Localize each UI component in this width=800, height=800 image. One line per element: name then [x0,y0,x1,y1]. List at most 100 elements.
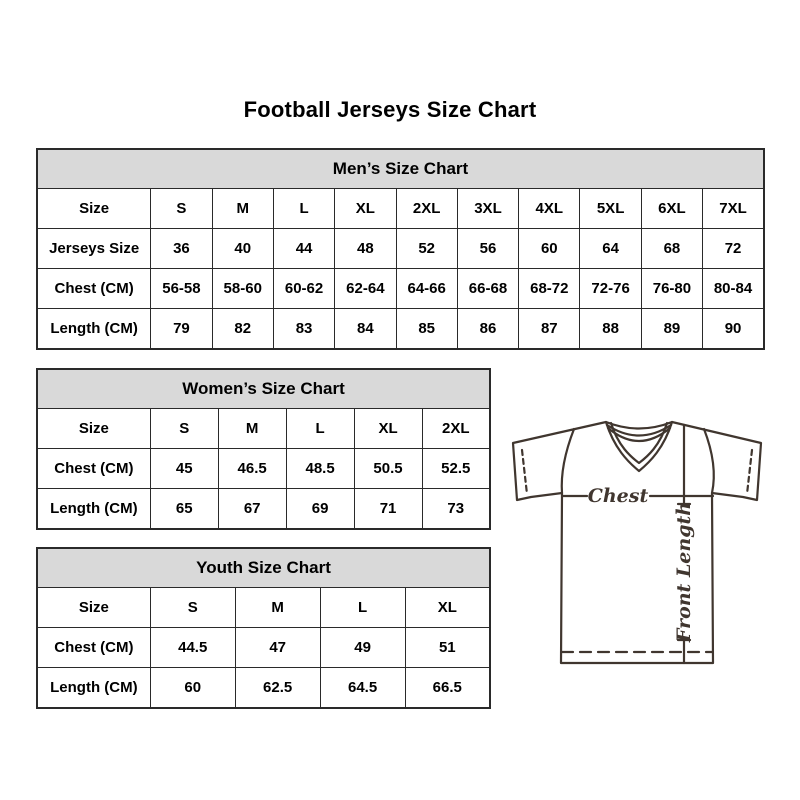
mens-value-cell: 3XL [456,188,520,229]
womens-value-cell: 69 [285,488,355,530]
mens-value-cell: 88 [579,308,642,350]
womens-value-cell: 65 [149,488,219,530]
youth-value-cell: 66.5 [404,667,491,709]
youth-table-title: Youth Size Chart [36,547,491,588]
mens-value-cell: 89 [640,308,704,350]
womens-value-cell: 52.5 [421,448,491,489]
mens-row-label: Length (CM) [36,308,152,350]
mens-value-cell: 87 [518,308,581,350]
mens-value-cell: 64 [579,228,642,269]
mens-value-cell: 68 [640,228,704,269]
womens-row-1: Chest (CM) 45 46.5 48.5 50.5 52.5 [36,448,491,489]
mens-row-label: Chest (CM) [36,268,152,309]
mens-value-cell: 66-68 [456,268,520,309]
youth-value-cell: 47 [234,627,321,668]
mens-row-label: Size [36,188,152,229]
mens-value-cell: 84 [334,308,397,350]
vneck-inner [609,421,669,465]
mens-value-cell: 4XL [518,188,581,229]
page-title: Football Jerseys Size Chart [243,97,537,122]
youth-value-cell: 64.5 [319,667,406,709]
mens-value-cell: 83 [272,308,336,350]
mens-value-cell: 7XL [702,188,765,229]
mens-value-cell: 58-60 [211,268,274,309]
youth-value-cell: L [319,587,406,628]
right-armhole-seam [702,427,715,495]
youth-row-label: Chest (CM) [36,627,151,668]
womens-table: Women’s Size Chart Size S M L XL 2XL Chest (CM)… [36,368,491,530]
womens-value-cell: 45 [149,448,219,489]
youth-row-1: Chest (CM) 44.5 47 49 51 [36,627,491,668]
womens-row-label: Chest (CM) [36,448,151,489]
youth-value-cell: 62.5 [234,667,321,709]
womens-value-cell: 50.5 [353,448,423,489]
mens-value-cell: 5XL [579,188,642,229]
mens-value-cell: 86 [456,308,520,350]
mens-value-cell: 90 [702,308,765,350]
mens-value-cell: 85 [395,308,458,350]
mens-row-2: Chest (CM) 56-58 58-60 60-62 62-64 64-66 66-68… [36,268,765,309]
mens-value-cell: 60-62 [272,268,336,309]
mens-value-cell: 72 [702,228,765,269]
mens-value-cell: XL [334,188,397,229]
mens-value-cell: S [150,188,213,229]
mens-row-3: Length (CM) 79 82 83 84 85 86 87 88 89 90 [36,308,765,350]
mens-value-cell: 6XL [640,188,704,229]
womens-value-cell: 46.5 [217,448,287,489]
mens-value-cell: 76-80 [640,268,704,309]
mens-value-cell: 44 [272,228,336,269]
mens-row-0: Size S M L XL 2XL 3XL 4XL 5XL 6XL 7XL [36,188,765,229]
womens-value-cell: 2XL [421,408,491,449]
vneck-outer [604,420,674,473]
womens-row-2: Length (CM) 65 67 69 71 73 [36,488,491,530]
youth-value-cell: M [234,587,321,628]
mens-value-cell: 72-76 [579,268,642,309]
womens-value-cell: L [285,408,355,449]
right-cuff-dashed-line [745,448,754,496]
youth-value-cell: 44.5 [149,627,236,668]
womens-value-cell: S [149,408,219,449]
jersey-outline [511,420,763,665]
mens-value-cell: 36 [150,228,213,269]
mens-value-cell: 2XL [395,188,458,229]
youth-value-cell: S [149,587,236,628]
youth-row-label: Size [36,587,151,628]
mens-value-cell: L [272,188,336,229]
youth-table: Youth Size Chart Size S M L XL Chest (CM) 44.5 4… [36,547,491,709]
mens-value-cell: 56-58 [150,268,213,309]
mens-value-cell: M [211,188,274,229]
mens-value-cell: 82 [211,308,274,350]
mens-value-cell: 52 [395,228,458,269]
youth-row-2: Length (CM) 60 62.5 64.5 66.5 [36,667,491,709]
left-armhole-seam [560,427,576,495]
youth-value-cell: XL [404,587,491,628]
mens-value-cell: 56 [456,228,520,269]
mens-value-cell: 79 [150,308,213,350]
youth-value-cell: 51 [404,627,491,668]
mens-value-cell: 62-64 [334,268,397,309]
mens-value-cell: 48 [334,228,397,269]
mens-value-cell: 68-72 [518,268,581,309]
mens-table: Men’s Size Chart Size S M L XL 2XL 3XL 4XL 5XL 6XL… [36,148,765,350]
youth-value-cell: 60 [149,667,236,709]
womens-value-cell: 48.5 [285,448,355,489]
womens-table-title: Women’s Size Chart [36,368,491,409]
youth-value-cell: 49 [319,627,406,668]
youth-size-table: Youth Size Chart Size S M L XL Chest (CM) 44.5 4… [36,547,491,709]
mens-value-cell: 40 [211,228,274,269]
mens-table-title: Men’s Size Chart [36,148,765,189]
youth-row-0: Size S M L XL [36,587,491,628]
mens-size-table: Men’s Size Chart Size S M L XL 2XL 3XL 4XL 5XL 6XL… [36,148,765,350]
womens-size-table: Women’s Size Chart Size S M L XL 2XL Chest (CM)… [36,368,491,530]
chest-label: Chest [588,485,649,507]
jersey-measurement-diagram: Chest Front Length [511,420,763,665]
mens-value-cell: 60 [518,228,581,269]
womens-row-label: Size [36,408,151,449]
left-cuff-dashed-line [520,448,529,496]
womens-value-cell: XL [353,408,423,449]
front-length-label: Front Length [673,502,695,643]
womens-value-cell: M [217,408,287,449]
mens-row-1: Jerseys Size 36 40 44 48 52 56 60 64 68 72 [36,228,765,269]
youth-row-label: Length (CM) [36,667,151,709]
mens-value-cell: 64-66 [395,268,458,309]
